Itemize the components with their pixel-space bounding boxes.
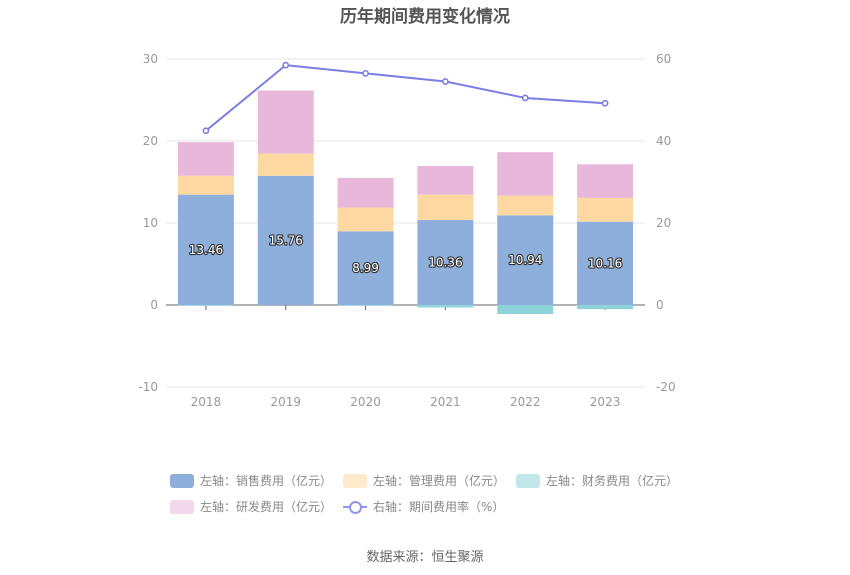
bar-segment	[257, 153, 314, 176]
bar-segment	[577, 221, 634, 305]
bar-segment	[577, 305, 634, 310]
y-right-tick-label: 40	[656, 134, 671, 148]
y-left-tick-label: 10	[143, 216, 158, 230]
bar-segment	[417, 220, 474, 305]
legend-item[interactable]: 左轴：财务费用（亿元）	[516, 472, 678, 489]
bar-segment	[577, 197, 634, 222]
line-series	[205, 64, 606, 132]
line-point	[442, 78, 449, 85]
bar-data-label: 10.94	[508, 253, 542, 267]
line-point	[282, 61, 290, 69]
bar-segment	[257, 175, 314, 305]
legend-item[interactable]: 左轴：销售费用（亿元）	[170, 472, 332, 489]
x-tick-label: 2019	[270, 395, 301, 409]
bar-segment	[497, 152, 554, 196]
legend-swatch	[516, 473, 540, 488]
bar-segment	[497, 195, 554, 216]
y-right-tick-label: 60	[656, 52, 671, 66]
legend-label: 左轴：销售费用（亿元）	[200, 474, 333, 488]
bar-segment	[337, 177, 394, 208]
bar-data-label: 13.46	[189, 243, 223, 257]
bar-segment	[177, 305, 234, 306]
legend-label: 左轴：研发费用（亿元）	[200, 500, 333, 514]
y-left-tick-label: -10	[138, 380, 158, 394]
bar-segment	[417, 305, 474, 308]
line-point	[521, 94, 529, 102]
y-left-tick-label: 0	[150, 298, 158, 312]
x-tick-label: 2023	[590, 395, 621, 409]
bar-segment	[577, 164, 634, 198]
bar-segment	[417, 194, 474, 221]
legend-swatch	[170, 499, 194, 514]
bar-segment	[497, 215, 554, 305]
bar-segment	[337, 305, 394, 306]
legend-swatch	[170, 473, 194, 488]
legend-item[interactable]: 左轴：研发费用（亿元）	[170, 498, 332, 515]
line-point	[202, 127, 210, 135]
line-point	[362, 69, 369, 77]
legend-swatch	[343, 473, 367, 488]
legend-swatch	[343, 500, 367, 514]
legend-label: 右轴：期间费用率（%）	[373, 500, 505, 514]
y-right-tick-label: 0	[656, 298, 664, 312]
y-right-tick-label: 20	[656, 216, 671, 230]
bar-segment	[417, 165, 474, 195]
line-point	[601, 99, 609, 107]
x-tick-label: 2020	[350, 395, 381, 409]
bar-segment	[497, 305, 554, 315]
y-left-tick-label: 30	[143, 52, 158, 66]
legend-label: 左轴：财务费用（亿元）	[546, 474, 679, 488]
chart-plot: -10 0 10 20 30 -20 0 20 40 60 2018 2019 2020 2021 2022…	[138, 52, 676, 409]
bar-data-label: 10.36	[428, 256, 462, 270]
bar-data-label: 8.99	[352, 261, 379, 275]
bar-segment	[337, 231, 394, 305]
bar-segment	[177, 175, 234, 195]
chart-title: 历年期间费用变化情况	[340, 7, 510, 27]
legend-label: 左轴：管理费用（亿元）	[373, 474, 506, 488]
bar-segment	[337, 207, 394, 232]
source-text: 数据来源：恒生聚源	[366, 550, 484, 565]
bar-segment	[177, 194, 234, 305]
legend-item[interactable]: 左轴：管理费用（亿元）	[343, 472, 505, 489]
bar-segment	[177, 142, 234, 176]
x-tick-label: 2022	[510, 395, 541, 409]
x-tick-label: 2018	[191, 395, 222, 409]
legend-item[interactable]: 右轴：期间费用率（%）	[343, 498, 504, 515]
y-right-tick-label: -20	[656, 380, 676, 394]
y-left-tick-label: 20	[143, 134, 158, 148]
bar-data-label: 15.76	[269, 233, 303, 247]
x-tick-label: 2021	[430, 395, 461, 409]
bar-data-label: 10.16	[588, 256, 622, 270]
bar-segment	[257, 90, 314, 154]
